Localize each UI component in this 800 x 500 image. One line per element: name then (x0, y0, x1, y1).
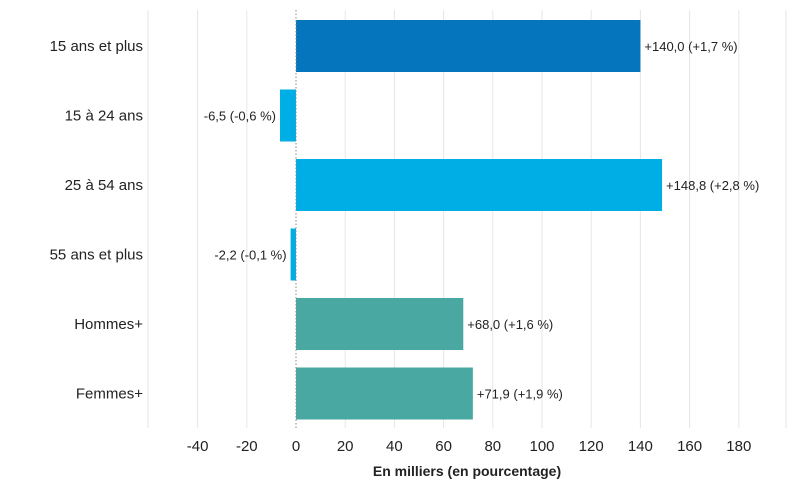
x-tick-label: 100 (529, 438, 554, 455)
bar (280, 89, 296, 142)
category-label: 15 à 24 ans (65, 108, 143, 125)
data-label: -6,5 (-0,6 %) (204, 109, 276, 124)
grid-lines (147, 10, 787, 428)
x-axis-title: En milliers (en pourcentage) (373, 463, 561, 479)
x-tick-label: 20 (337, 438, 354, 455)
category-label: Hommes+ (74, 316, 143, 333)
data-label: +71,9 (+1,9 %) (477, 387, 563, 402)
x-tick-label: 60 (435, 438, 452, 455)
x-tick-label: 0 (292, 438, 300, 455)
bar (296, 298, 464, 350)
x-tick-label: 120 (579, 438, 604, 455)
bar (290, 228, 296, 281)
bar (296, 159, 663, 211)
x-tick-label: 40 (386, 438, 403, 455)
x-tick-label: -20 (236, 438, 258, 455)
category-label: Femmes+ (76, 386, 143, 403)
category-label: 25 à 54 ans (65, 177, 143, 194)
data-label: +140,0 (+1,7 %) (644, 39, 737, 54)
data-label: -2,2 (-0,1 %) (214, 248, 286, 263)
bar (296, 20, 641, 72)
data-label: +68,0 (+1,6 %) (467, 317, 553, 332)
bar (296, 367, 473, 420)
category-labels: 15 ans et plus 15 à 24 ans 25 à 54 ans 55 a… (50, 38, 144, 403)
data-labels: +140,0 (+1,7 %) -6,5 (-0,6 %) +148,8 (+2,8… (204, 39, 760, 402)
data-label: +148,8 (+2,8 %) (666, 178, 759, 193)
bars (280, 20, 663, 420)
x-tick-label: 160 (677, 438, 702, 455)
x-tick-label: -40 (187, 438, 209, 455)
x-tick-labels: -40 -20 0 20 40 60 80 100 120 140 160 180 (187, 438, 752, 455)
x-tick-label: 180 (726, 438, 751, 455)
x-tick-label: 80 (484, 438, 501, 455)
x-tick-label: 140 (628, 438, 653, 455)
category-label: 55 ans et plus (50, 247, 143, 264)
category-label: 15 ans et plus (50, 38, 143, 55)
